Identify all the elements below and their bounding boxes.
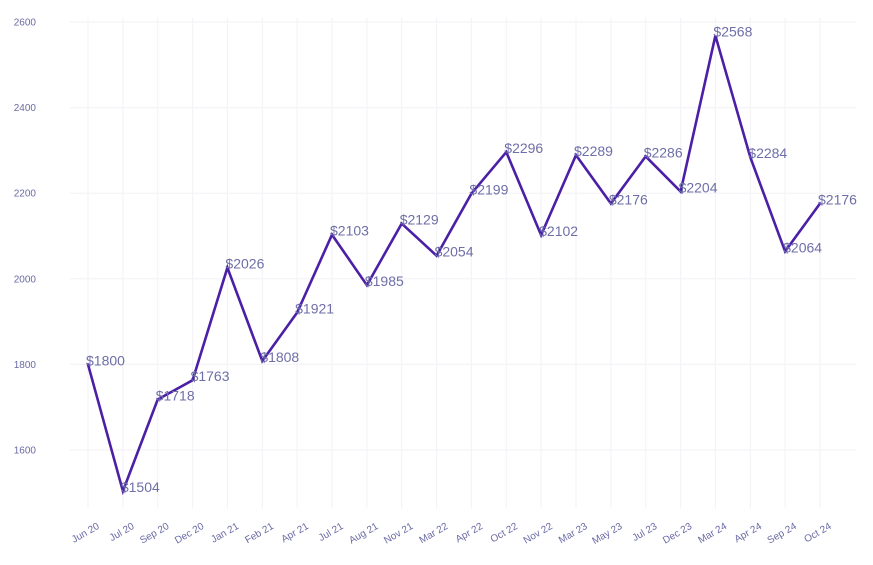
data-label: $2296 <box>504 140 543 156</box>
data-label: $1985 <box>365 273 404 289</box>
data-label: $2199 <box>469 182 508 198</box>
series-lines <box>86 35 822 496</box>
data-label: $2284 <box>748 145 787 161</box>
y-tick-label: 1600 <box>14 446 37 457</box>
y-tick-label: 2600 <box>14 18 37 29</box>
data-label: $1921 <box>295 301 334 317</box>
x-tick-label: Mar 24 <box>696 521 729 546</box>
x-tick-label: Jun 20 <box>70 521 102 546</box>
x-tick-label: Oct 24 <box>802 521 833 545</box>
data-label: $2129 <box>400 212 439 228</box>
y-tick-label: 2200 <box>14 189 37 200</box>
x-tick-label: Nov 22 <box>522 521 555 547</box>
data-label: $2289 <box>574 143 613 159</box>
data-label: $2286 <box>644 144 683 160</box>
data-label: $1718 <box>156 387 195 403</box>
x-tick-label: Apr 22 <box>454 521 485 545</box>
x-tick-label: Jul 20 <box>108 521 137 544</box>
y-tick-label: 2000 <box>14 274 37 285</box>
data-label: $1763 <box>191 368 230 384</box>
data-label: $1504 <box>121 479 160 495</box>
x-tick-label: Apr 24 <box>733 521 764 545</box>
data-label: $2054 <box>435 244 474 260</box>
data-label: $2176 <box>609 191 648 207</box>
x-tick-label: May 23 <box>590 521 624 547</box>
x-tick-label: Dec 23 <box>661 521 694 547</box>
x-tick-label: Jul 23 <box>631 521 660 544</box>
y-axis-ticks: 1600 1800 2000 2200 2400 2600 <box>14 18 37 457</box>
series-line <box>86 35 822 496</box>
x-tick-label: Aug 21 <box>347 521 380 547</box>
x-tick-label: Feb 21 <box>243 521 276 546</box>
data-labels: $1800 $1504 $1718 $1763 $2026 $1808 $1921 $2103… <box>86 24 857 495</box>
data-label: $2204 <box>679 179 718 195</box>
data-label: $2064 <box>783 239 822 255</box>
x-tick-label: Apr 21 <box>280 521 311 545</box>
x-tick-label: Mar 23 <box>557 521 590 546</box>
x-axis-ticks: Jun 20 Jul 20 Sep 20 Dec 20 Jan 21 Feb 21 Apr … <box>70 521 834 547</box>
gridlines <box>70 17 856 509</box>
x-tick-label: Sep 20 <box>138 521 171 547</box>
data-label: $1800 <box>86 352 125 368</box>
x-tick-label: Oct 22 <box>489 521 520 545</box>
x-tick-label: Jul 21 <box>317 521 346 544</box>
x-tick-label: Sep 24 <box>766 521 799 547</box>
data-label: $2103 <box>330 223 369 239</box>
x-tick-label: Dec 20 <box>173 521 206 547</box>
x-tick-label: Nov 21 <box>382 521 415 547</box>
y-tick-label: 1800 <box>14 360 37 371</box>
x-tick-label: Mar 22 <box>418 521 451 546</box>
y-tick-label: 2400 <box>14 103 37 114</box>
x-tick-label: Jan 21 <box>209 521 241 546</box>
data-label: $2176 <box>818 191 857 207</box>
data-label: $2568 <box>713 24 752 40</box>
data-label: $2102 <box>539 223 578 239</box>
data-label: $2026 <box>225 256 264 272</box>
data-label: $1808 <box>260 349 299 365</box>
